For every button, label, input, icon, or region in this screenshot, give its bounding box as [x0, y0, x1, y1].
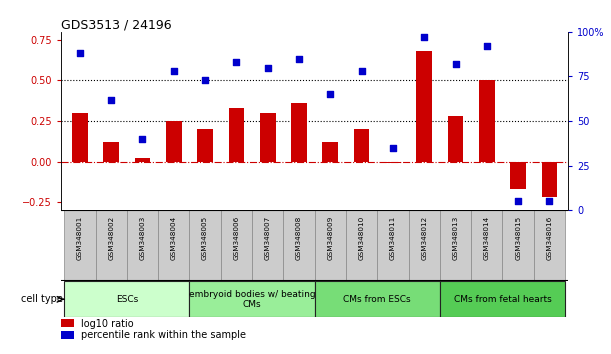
Bar — [197, 129, 213, 161]
Bar — [354, 129, 370, 161]
Bar — [134, 158, 150, 161]
Bar — [64, 281, 189, 317]
Bar — [291, 103, 307, 161]
Bar — [448, 116, 463, 161]
Bar — [479, 80, 495, 161]
Bar — [61, 319, 74, 327]
Bar — [315, 210, 346, 281]
Bar — [315, 281, 440, 317]
Bar — [158, 210, 189, 281]
Point — [482, 43, 492, 49]
Bar — [284, 210, 315, 281]
Text: log10 ratio: log10 ratio — [81, 319, 134, 329]
Bar — [189, 210, 221, 281]
Bar — [385, 161, 401, 163]
Text: cell type: cell type — [21, 294, 63, 304]
Point — [75, 50, 85, 56]
Text: CMs from fetal hearts: CMs from fetal hearts — [453, 295, 551, 304]
Bar — [502, 210, 534, 281]
Bar — [61, 331, 74, 339]
Bar — [510, 161, 526, 189]
Text: GSM348008: GSM348008 — [296, 216, 302, 260]
Bar — [103, 142, 119, 161]
Bar — [440, 210, 471, 281]
Text: CMs from ESCs: CMs from ESCs — [343, 295, 411, 304]
Bar — [417, 51, 432, 161]
Bar — [64, 210, 95, 281]
Bar — [409, 210, 440, 281]
Text: GSM348016: GSM348016 — [546, 216, 552, 260]
Point — [263, 65, 273, 70]
Text: GSM348009: GSM348009 — [327, 216, 334, 260]
Text: GDS3513 / 24196: GDS3513 / 24196 — [61, 19, 172, 32]
Bar — [471, 210, 502, 281]
Text: GSM348006: GSM348006 — [233, 216, 240, 260]
Text: GSM348003: GSM348003 — [139, 216, 145, 260]
Bar — [166, 121, 181, 161]
Bar — [189, 281, 315, 317]
Point — [419, 34, 429, 40]
Point — [294, 56, 304, 62]
Text: GSM348001: GSM348001 — [77, 216, 83, 260]
Bar — [440, 281, 565, 317]
Text: ESCs: ESCs — [115, 295, 138, 304]
Bar — [377, 210, 409, 281]
Bar — [221, 210, 252, 281]
Point — [232, 59, 241, 65]
Bar — [72, 113, 88, 161]
Text: GSM348010: GSM348010 — [359, 216, 365, 260]
Point — [200, 77, 210, 83]
Bar — [346, 210, 377, 281]
Bar — [95, 210, 127, 281]
Bar — [229, 108, 244, 161]
Point — [451, 61, 461, 67]
Point — [388, 145, 398, 150]
Text: GSM348004: GSM348004 — [171, 216, 177, 260]
Point — [326, 91, 335, 97]
Point — [357, 68, 367, 74]
Bar — [252, 210, 284, 281]
Point — [513, 198, 523, 204]
Text: embryoid bodies w/ beating
CMs: embryoid bodies w/ beating CMs — [189, 290, 315, 309]
Point — [544, 198, 554, 204]
Bar — [323, 142, 338, 161]
Text: GSM348005: GSM348005 — [202, 216, 208, 260]
Bar — [534, 210, 565, 281]
Text: GSM348012: GSM348012 — [421, 216, 427, 260]
Bar — [127, 210, 158, 281]
Text: percentile rank within the sample: percentile rank within the sample — [81, 330, 246, 340]
Point — [106, 97, 116, 102]
Text: GSM348014: GSM348014 — [484, 216, 490, 260]
Point — [169, 68, 178, 74]
Point — [137, 136, 147, 142]
Bar — [541, 161, 557, 197]
Text: GSM348015: GSM348015 — [515, 216, 521, 260]
Text: GSM348011: GSM348011 — [390, 216, 396, 260]
Text: GSM348007: GSM348007 — [265, 216, 271, 260]
Text: GSM348002: GSM348002 — [108, 216, 114, 260]
Bar — [260, 113, 276, 161]
Text: GSM348013: GSM348013 — [453, 216, 458, 260]
